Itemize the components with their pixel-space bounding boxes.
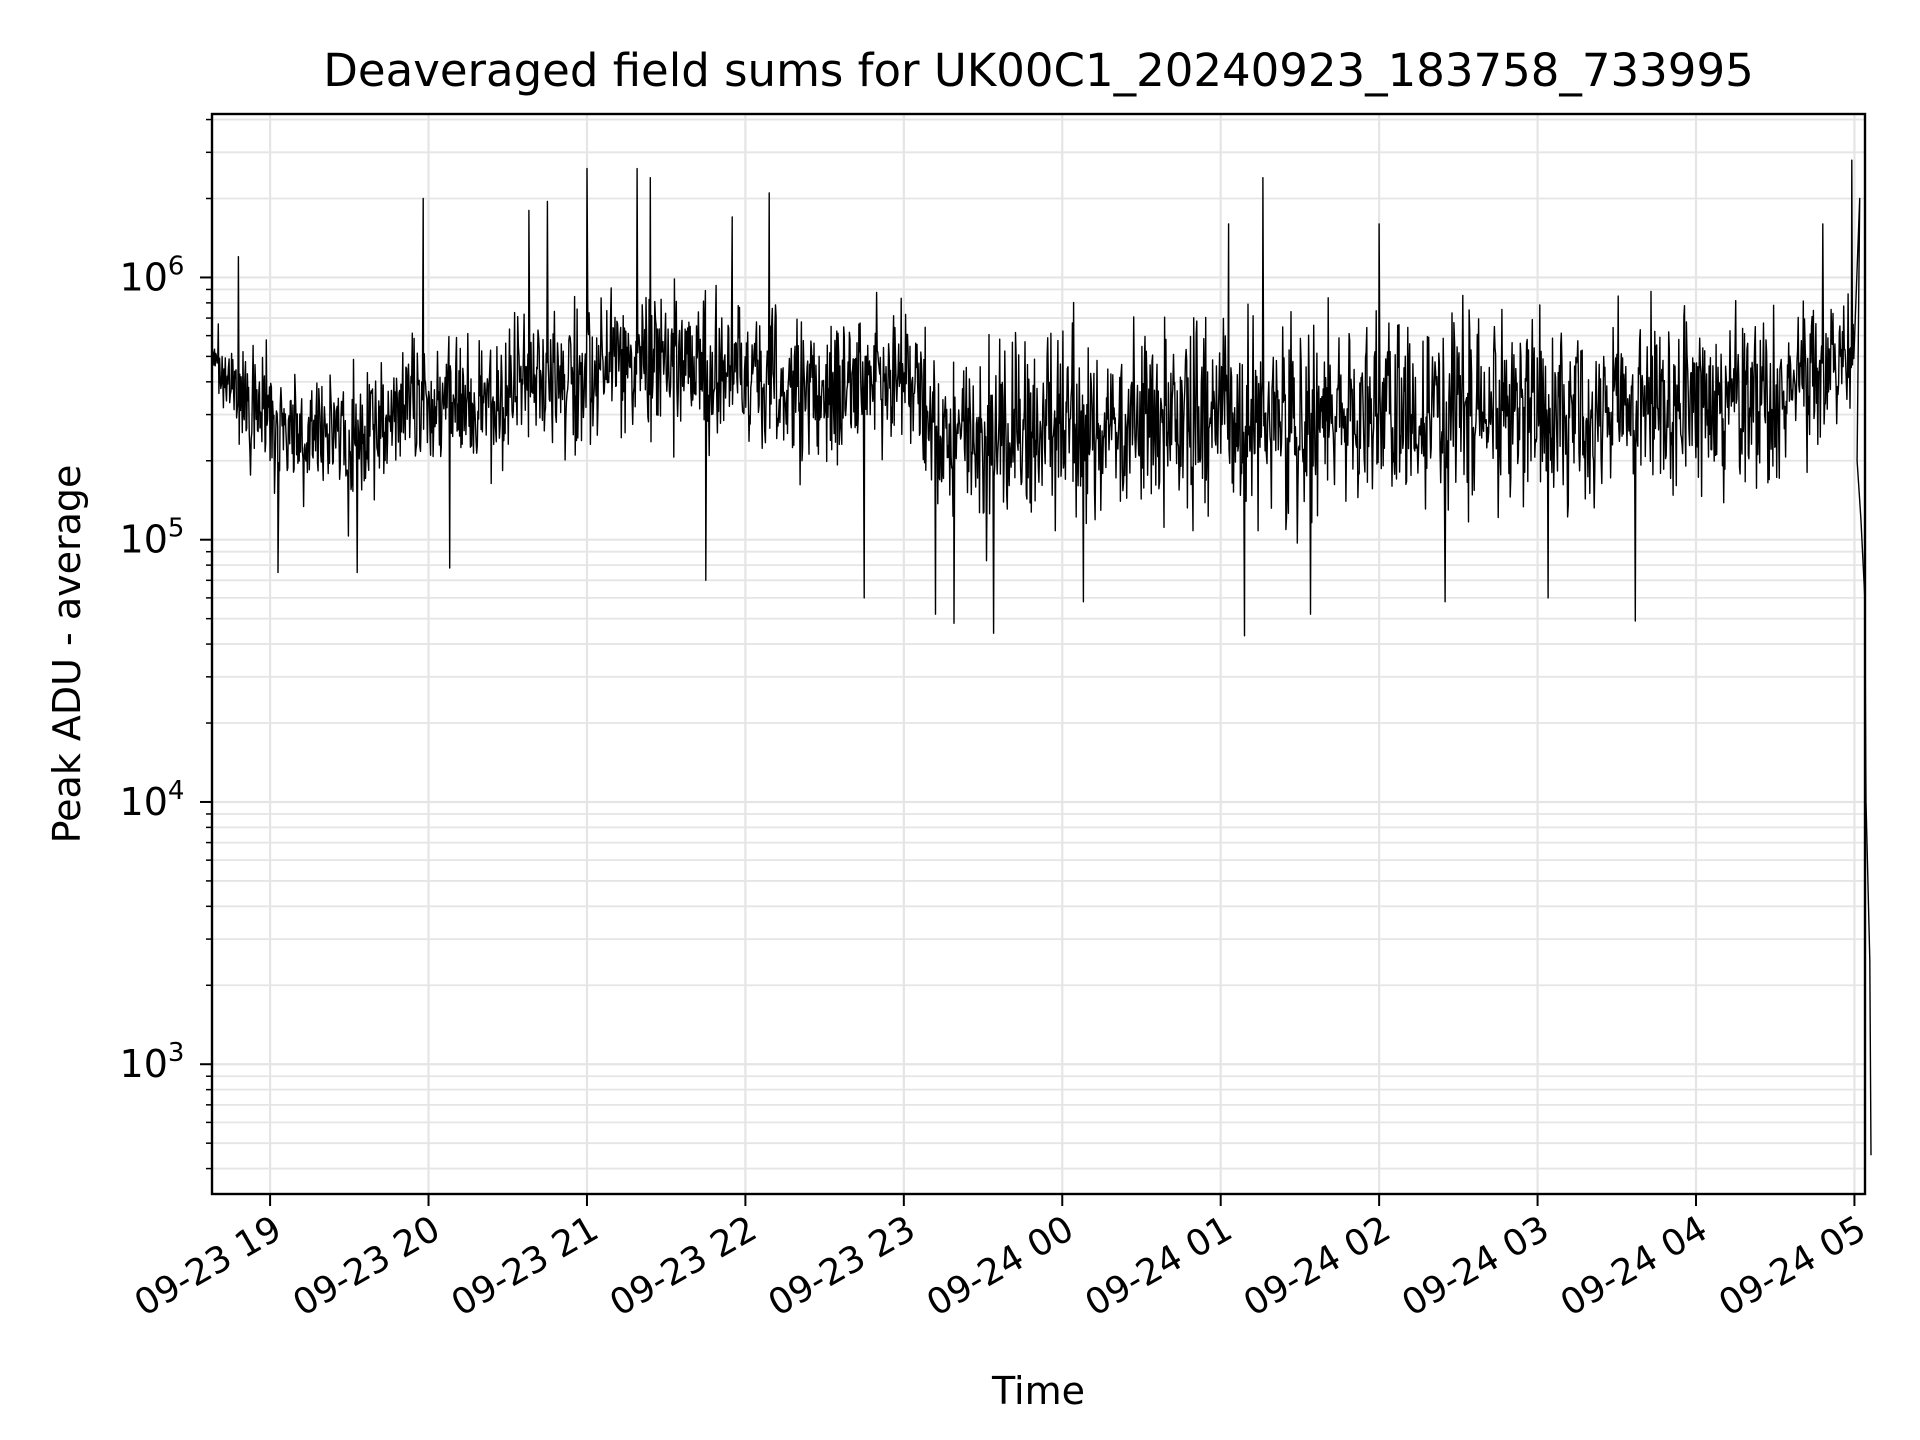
y-tick-label-base: 10 — [120, 518, 168, 562]
y-tick-label: 106 — [120, 251, 185, 299]
y-tick-label: 103 — [120, 1038, 185, 1086]
x-axis-label: Time — [991, 1369, 1085, 1413]
series-line — [211, 159, 1872, 1156]
y-tick-label-exponent: 4 — [168, 776, 185, 806]
y-axis-label: Peak ADU - average — [45, 465, 89, 844]
y-tick-label-base: 10 — [120, 255, 168, 299]
grid — [212, 114, 1865, 1194]
y-tick-label-exponent: 3 — [168, 1038, 185, 1068]
y-tick-label: 104 — [120, 776, 185, 824]
y-tick-label-base: 10 — [120, 1042, 168, 1086]
plot-frame — [210, 112, 1867, 1196]
y-tick-label-base: 10 — [120, 780, 168, 824]
y-tick-label: 105 — [120, 514, 185, 562]
y-tick-label-exponent: 5 — [168, 514, 185, 544]
y-tick-label-exponent: 6 — [168, 251, 185, 281]
series — [211, 159, 1872, 1156]
chart-title: Deaveraged field sums for UK00C1_2024092… — [323, 44, 1753, 97]
